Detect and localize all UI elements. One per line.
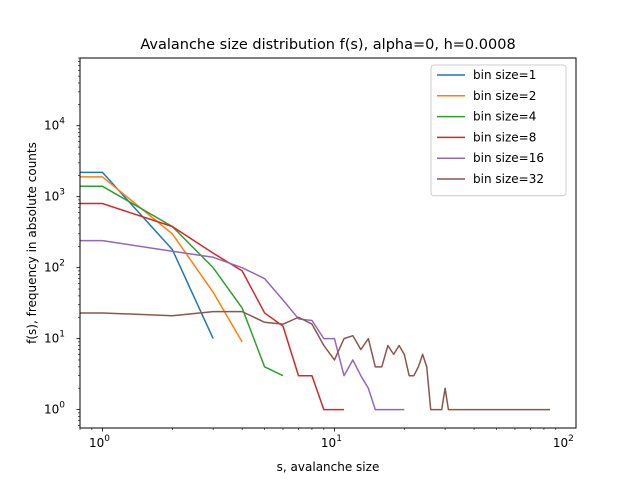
series-line-6	[80, 310, 551, 411]
y-tick-label: 100	[44, 401, 65, 417]
series-line-5	[80, 239, 405, 411]
y-tick-label: 102	[44, 259, 65, 275]
plot-lines	[80, 171, 551, 411]
x-tick-label: 102	[553, 434, 574, 450]
x-axis-label: s, avalanche size	[277, 460, 380, 474]
series-line-2	[80, 176, 243, 343]
x-tick-label: 101	[321, 434, 342, 450]
x-tick-label: 100	[89, 434, 110, 450]
x-axis-ticks: 100 101 102	[79, 428, 574, 450]
series-line-4	[80, 202, 345, 411]
legend-label: bin size=4	[473, 110, 536, 124]
y-axis-label: f(s), frequency in absolute counts	[25, 142, 39, 344]
legend-label: bin size=8	[473, 130, 536, 144]
legend-label: bin size=16	[473, 151, 544, 165]
y-tick-label: 104	[44, 117, 65, 133]
series-line-3	[80, 185, 284, 377]
y-tick-label: 103	[44, 188, 65, 204]
legend-label: bin size=1	[473, 68, 536, 82]
legend-label: bin size=32	[473, 172, 544, 186]
y-tick-label: 101	[44, 330, 65, 346]
chart-title: Avalanche size distribution f(s), alpha=…	[140, 37, 515, 53]
plot-frame	[79, 57, 577, 429]
y-axis-ticks: 100 101 102 103 104	[44, 57, 80, 426]
legend-box	[430, 64, 567, 197]
series-line-1	[80, 171, 214, 339]
legend: bin size=1 bin size=2 bin size=4 bin size=8…	[430, 64, 567, 197]
legend-label: bin size=2	[473, 89, 536, 103]
